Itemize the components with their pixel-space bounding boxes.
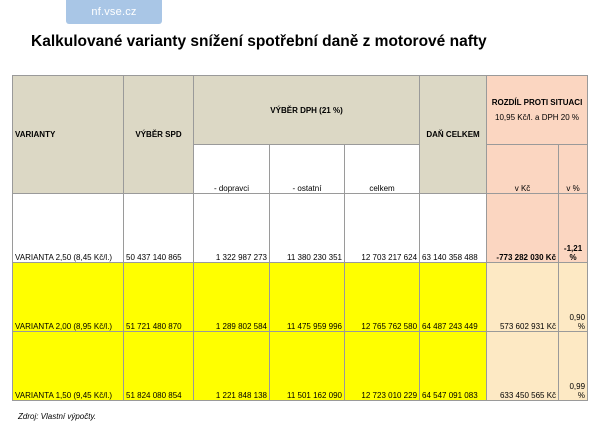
cell-ostatni: 11 475 959 996 [269,262,345,332]
source-note: Zdroj: Vlastní výpočty. [18,412,97,421]
cell-dan: 64 547 091 083 [419,331,488,401]
header-vyber-spd: VÝBĚR SPD [123,75,194,194]
logo-bar: nf.vse.cz [66,0,162,24]
cell-spd: 50 437 140 865 [123,193,194,263]
logo-text: nf.vse.cz [91,6,137,18]
subheader-v-kc: v Kč [486,144,560,194]
subheader-dopravci: - dopravci [193,144,270,194]
table-row: VARIANTA 2,00 (8,95 Kč/l.) 51 721 480 87… [12,262,589,332]
cell-v-kc: 633 450 565 Kč [486,331,560,401]
cell-ostatni: 11 501 162 090 [269,331,345,401]
cell-v-kc: -773 282 030 Kč [486,193,560,263]
cell-v-pct: 0,99 % [558,331,589,401]
subheader-ostatni: - ostatní [269,144,345,194]
cell-dopravci: 1 221 848 138 [193,331,270,401]
header-vyber-dph: VÝBĚR DPH (21 %) [192,75,421,145]
cell-dan: 64 487 243 449 [419,262,488,332]
header-rozdil: ROZDÍL PROTI SITUACI 10,95 Kč/l. a DPH 2… [486,75,589,145]
cell-v-pct: -1,21 % [558,193,589,263]
cell-spd: 51 721 480 870 [123,262,194,332]
cell-celkem: 12 703 217 624 [343,193,421,263]
cell-dopravci: 1 322 987 273 [193,193,270,263]
cell-varianta: VARIANTA 2,50 (8,45 Kč/l.) [12,193,124,263]
cell-spd: 51 824 080 854 [123,331,194,401]
tax-variants-table: VARIANTY VÝBĚR SPD VÝBĚR DPH (21 %) DAŇ … [12,75,589,401]
subheader-v-pct: v % [558,144,589,194]
cell-v-kc: 573 602 931 Kč [486,262,560,332]
header-rozdil-line2: 10,95 Kč/l. a DPH 20 % [495,113,580,122]
cell-varianta: VARIANTA 2,00 (8,95 Kč/l.) [12,262,124,332]
cell-dopravci: 1 289 802 584 [193,262,270,332]
cell-celkem: 12 765 762 580 [343,262,421,332]
cell-ostatni: 11 380 230 351 [269,193,345,263]
cell-v-pct: 0,90 % [558,262,589,332]
header-dan-celkem: DAŇ CELKEM [419,75,488,194]
table-row: VARIANTA 2,50 (8,45 Kč/l.) 50 437 140 86… [12,193,589,263]
table-row: VARIANTA 1,50 (9,45 Kč/l.) 51 824 080 85… [12,331,589,401]
header-varianty: VARIANTY [12,75,124,194]
page-title: Kalkulované varianty snížení spotřební d… [31,33,487,50]
header-rozdil-line1: ROZDÍL PROTI SITUACI [491,98,583,107]
subheader-celkem: celkem [343,144,421,194]
cell-dan: 63 140 358 488 [419,193,488,263]
cell-celkem: 12 723 010 229 [343,331,421,401]
cell-varianta: VARIANTA 1,50 (9,45 Kč/l.) [12,331,124,401]
